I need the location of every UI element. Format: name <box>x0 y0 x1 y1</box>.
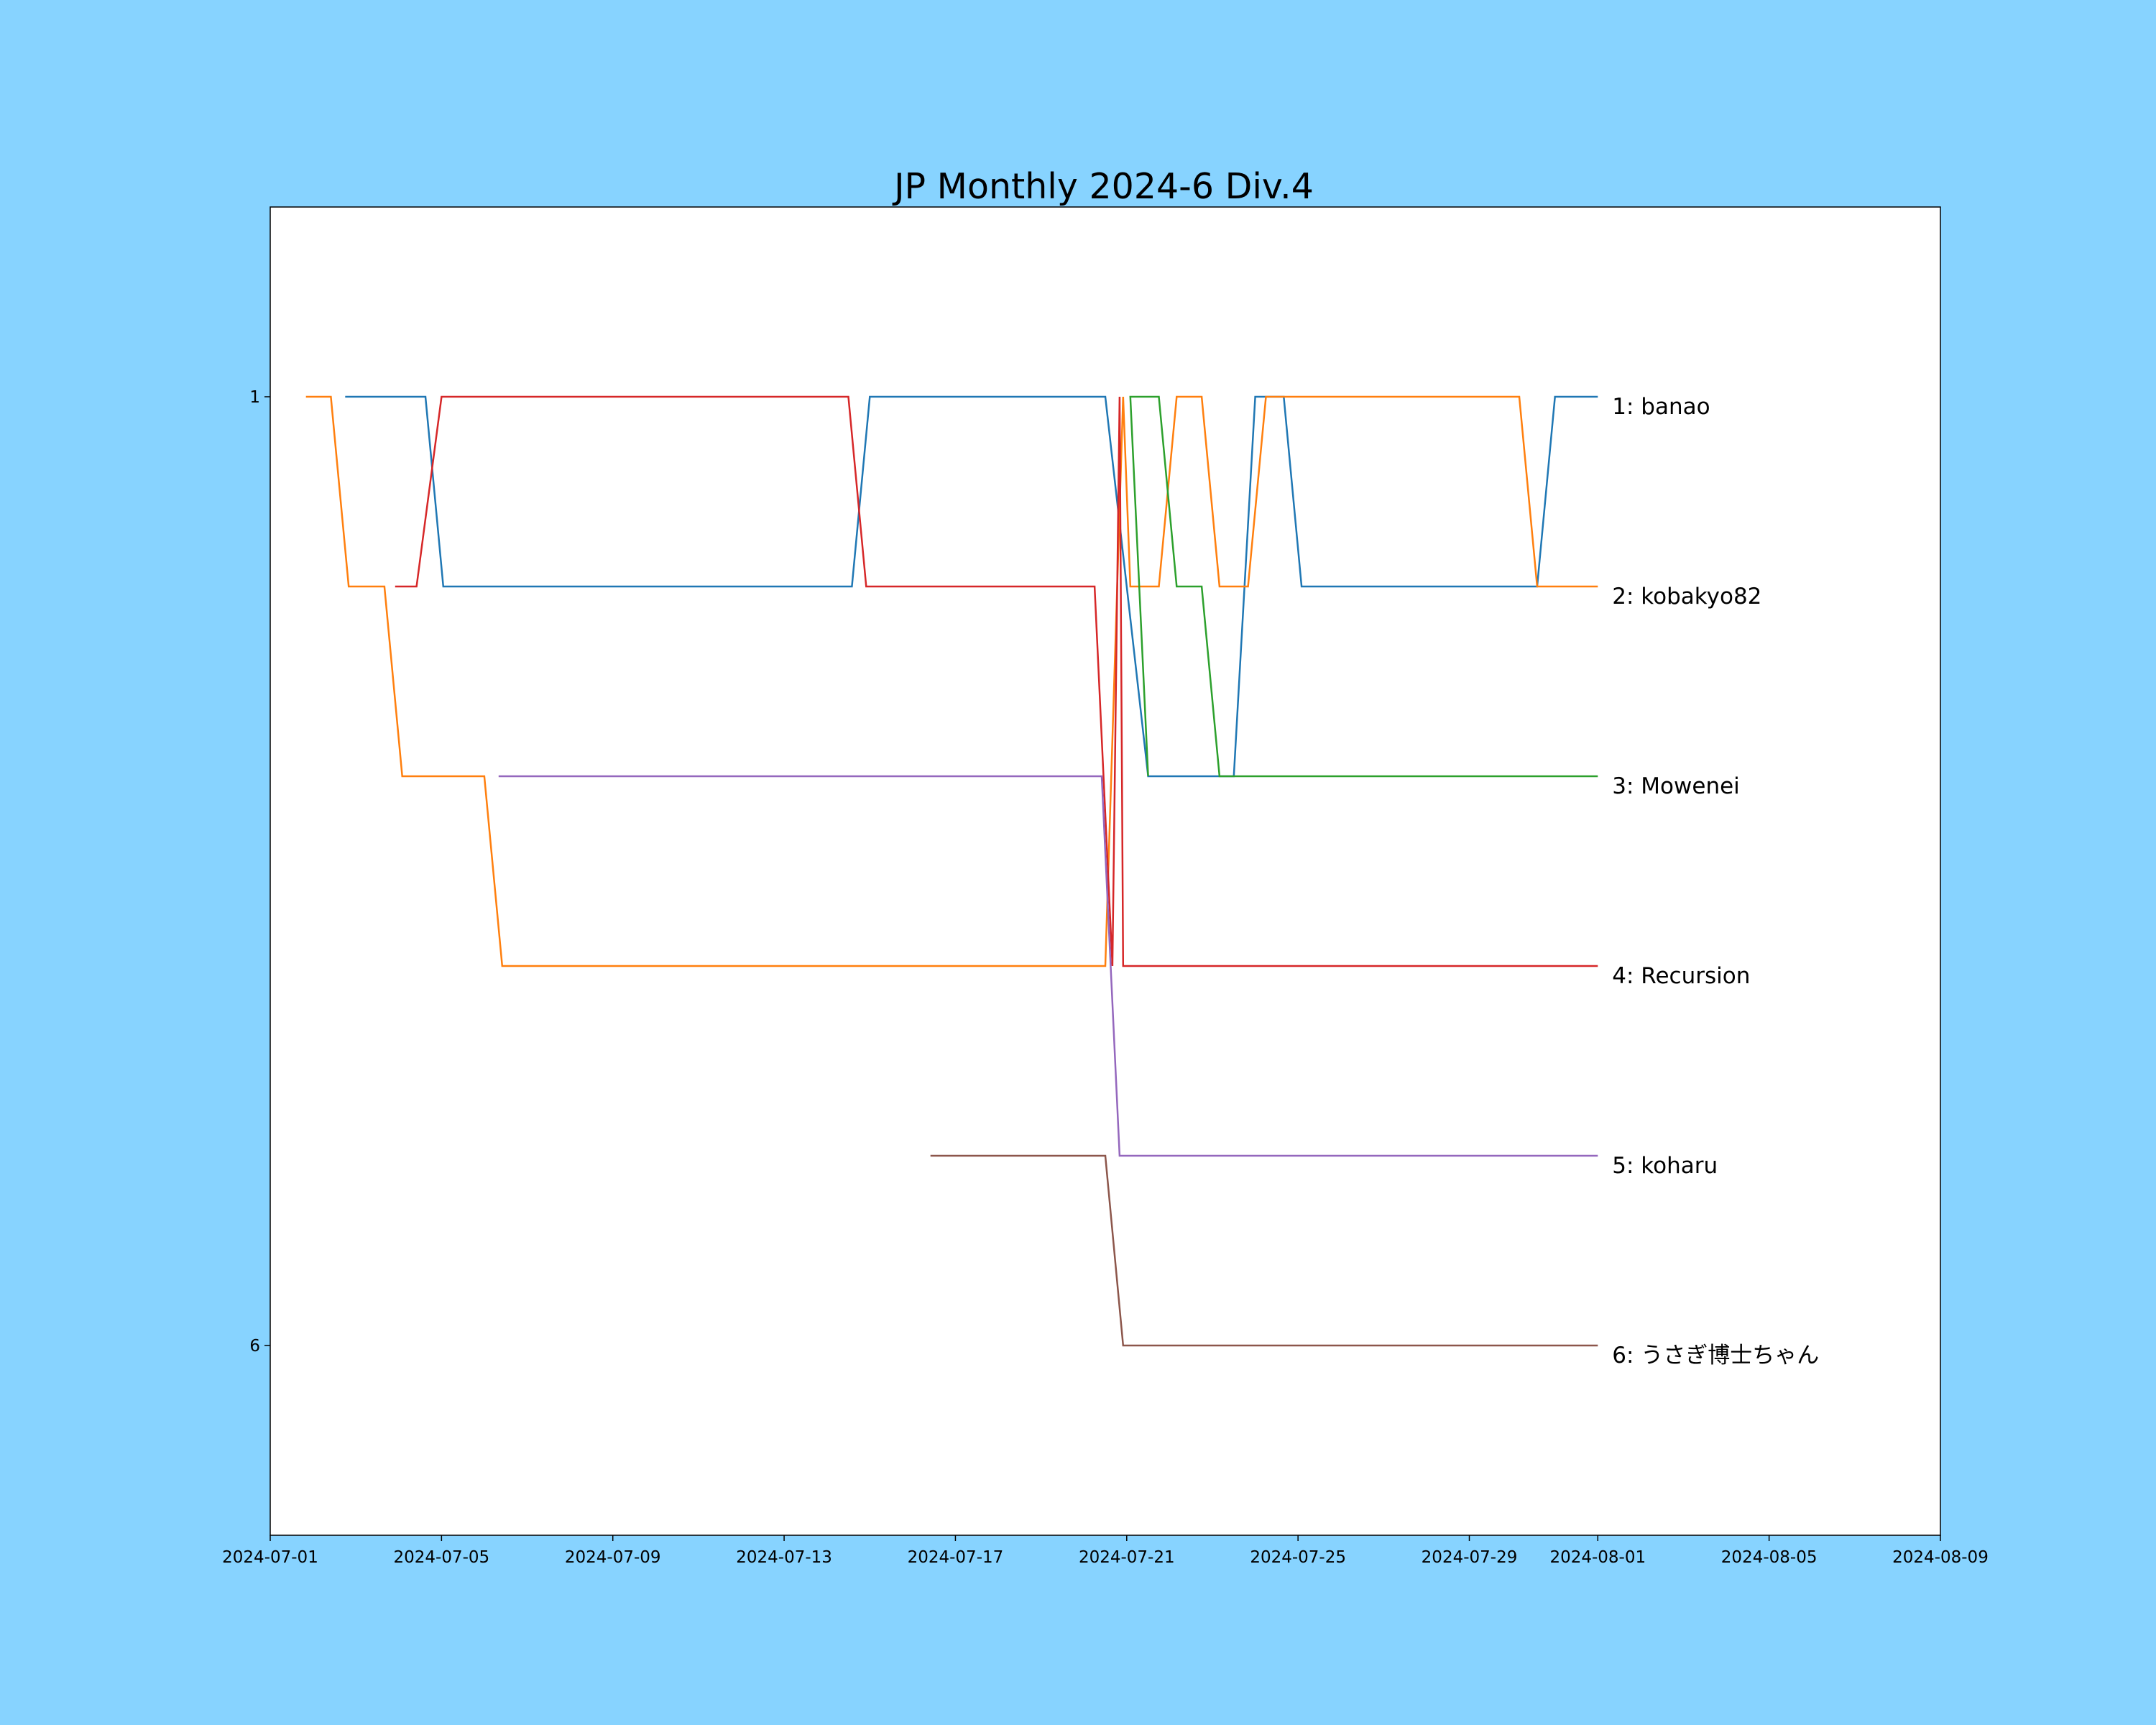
x-tick-label: 2024-07-13 <box>736 1548 832 1567</box>
x-tick-label: 2024-08-01 <box>1549 1548 1646 1567</box>
x-tick-label: 2024-07-17 <box>908 1548 1004 1567</box>
x-axis: 2024-07-01 2024-07-05 2024-07-09 2024-07-13… <box>222 1535 1989 1567</box>
chart-title: JP Monthly 2024-6 Div.4 <box>892 166 1314 207</box>
x-tick-label: 2024-08-09 <box>1892 1548 1989 1567</box>
x-tick-label: 2024-08-05 <box>1721 1548 1818 1567</box>
series-layer <box>305 395 1598 1347</box>
series-end-label: 1: banao <box>1612 394 1710 420</box>
x-tick-label: 2024-07-25 <box>1250 1548 1346 1567</box>
series-end-label: 5: koharu <box>1612 1153 1718 1179</box>
series-line-2 <box>305 395 1598 967</box>
series-line-4 <box>395 395 1598 967</box>
series-line-1 <box>345 395 1598 778</box>
series-end-label: 2: kobakyo82 <box>1612 584 1761 610</box>
y-tick-label: 1 <box>249 388 260 407</box>
x-tick-label: 2024-07-09 <box>565 1548 661 1567</box>
x-tick-label: 2024-07-05 <box>394 1548 490 1567</box>
y-tick-label: 6 <box>249 1337 260 1356</box>
series-end-label: 6: うさぎ博士ちゃん <box>1612 1343 1819 1368</box>
end-labels: 1: banao 2: kobakyo82 3: Mowenei 4: Recursi… <box>1612 394 1819 1368</box>
x-tick-label: 2024-07-01 <box>222 1548 318 1567</box>
series-line-3 <box>1129 395 1598 778</box>
series-line-5 <box>498 775 1598 1157</box>
series-end-label: 3: Mowenei <box>1612 773 1740 799</box>
series-end-label: 4: Recursion <box>1612 963 1750 989</box>
y-axis: 16 <box>249 388 270 1356</box>
series-line-6 <box>930 1154 1598 1347</box>
x-tick-label: 2024-07-29 <box>1422 1548 1518 1567</box>
x-tick-label: 2024-07-21 <box>1079 1548 1175 1567</box>
